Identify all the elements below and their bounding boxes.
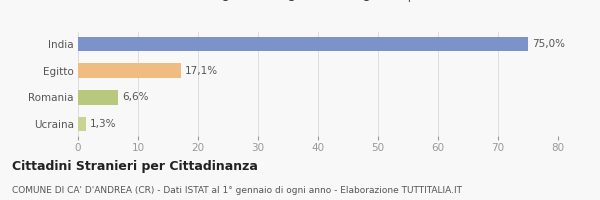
Bar	[78, 37, 528, 51]
Bar	[78, 63, 181, 78]
Text: 6,6%: 6,6%	[122, 92, 148, 102]
Text: 75,0%: 75,0%	[532, 39, 565, 49]
Text: 17,1%: 17,1%	[185, 66, 218, 76]
Text: 1,3%: 1,3%	[90, 119, 116, 129]
Legend: Asia, Africa, Europa: Asia, Africa, Europa	[208, 0, 428, 6]
Text: Cittadini Stranieri per Cittadinanza: Cittadini Stranieri per Cittadinanza	[12, 160, 258, 173]
Text: COMUNE DI CA' D'ANDREA (CR) - Dati ISTAT al 1° gennaio di ogni anno - Elaborazio: COMUNE DI CA' D'ANDREA (CR) - Dati ISTAT…	[12, 186, 462, 195]
Bar	[78, 117, 86, 131]
Bar	[78, 90, 118, 105]
